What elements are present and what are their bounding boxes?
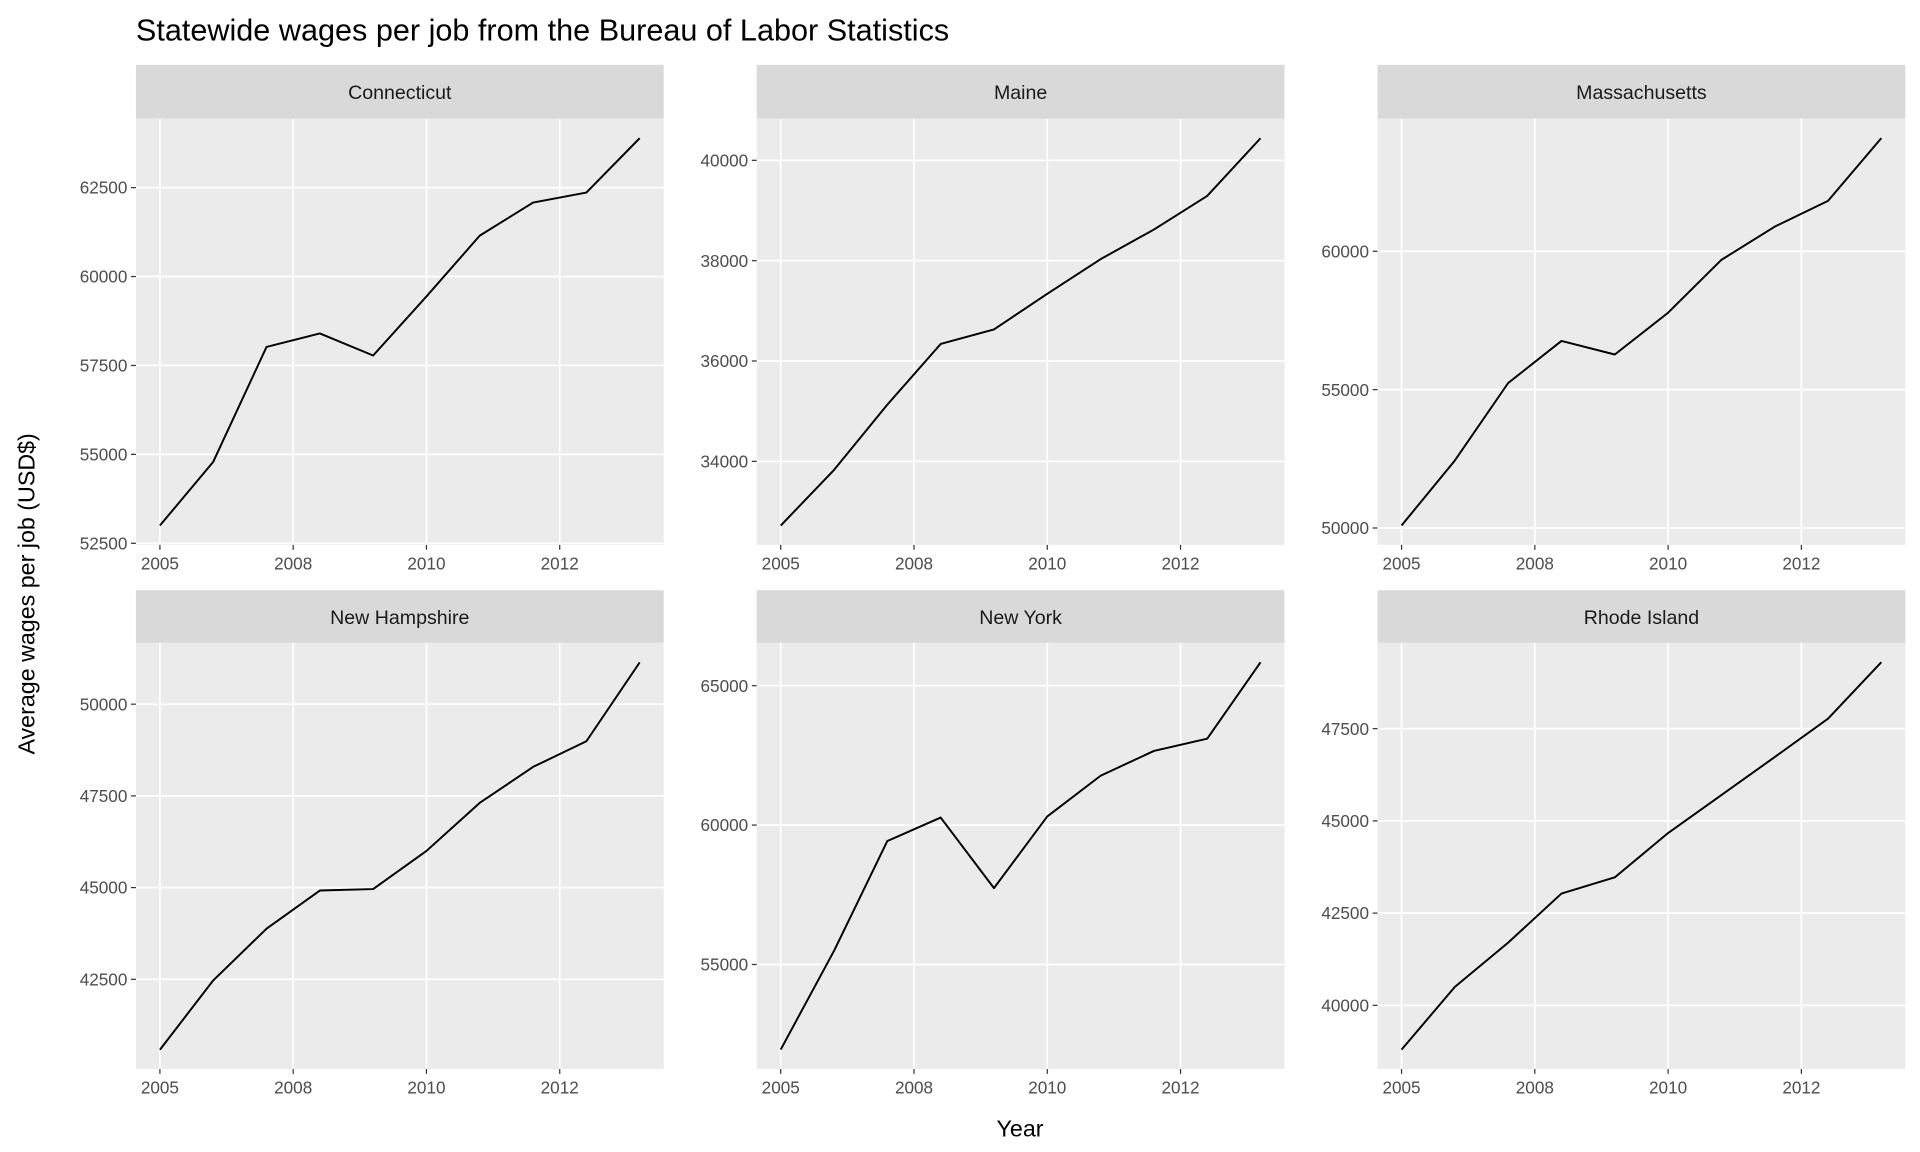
x-tick-label: 2008 [895,553,933,573]
y-tick-label: 47500 [80,786,128,806]
strip [135,64,664,119]
y-tick-label: 60000 [1321,241,1369,261]
x-axis-title: Year [997,1115,1044,1141]
y-tick-label: 62500 [80,178,128,198]
x-tick-label: 2005 [762,1077,800,1097]
x-tick-label: 2010 [1028,1077,1066,1097]
x-tick-label: 2005 [762,553,800,573]
x-tick-label: 2012 [541,1077,579,1097]
strip-title: Connecticut [348,82,452,104]
x-tick-label: 2008 [895,1077,933,1097]
panel-background [135,642,664,1069]
x-tick-label: 2010 [1649,553,1687,573]
strip-title: Massachusetts [1576,82,1707,104]
panel: Connecticut 52500 55000 57500 60000 62500 2005… [80,64,664,573]
line [780,137,1262,527]
y-tick-label: 57500 [80,356,128,376]
y-tick-label: 60000 [701,815,749,835]
x-tick-label: 2008 [1516,1077,1554,1097]
y-tick-label: 55000 [701,955,749,975]
chart-title: Statewide wages per job from the Bureau … [136,13,949,47]
line [779,661,1262,1050]
y-tick-label: 50000 [80,694,128,714]
y-tick-label: 50000 [1321,518,1369,538]
y-tick-label: 60000 [80,267,128,287]
panel: Maine 34000 36000 38000 40000 2005 2008 2010 201… [701,64,1285,573]
y-tick-label: 45000 [80,878,128,898]
y-tick-label: 38000 [701,251,749,271]
line [159,137,641,527]
panel-background [135,118,664,545]
strip [1377,590,1906,643]
y-tick-label: 36000 [701,351,749,371]
strip-title: Rhode Island [1584,607,1699,629]
x-tick-label: 2010 [407,553,445,573]
panel: Massachusetts 50000 55000 60000 2005 2008 2010… [1321,64,1906,573]
y-tick-label: 52500 [80,533,128,553]
panel: New York 55000 60000 65000 2005 2008 2010 2012 [701,590,1285,1097]
y-tick-label: 40000 [701,150,749,170]
panel: Rhode Island 40000 42500 45000 47500 2005 2008… [1321,590,1906,1097]
y-tick-label: 55000 [80,444,128,464]
strip [135,590,664,643]
panel: New Hampshire 42500 45000 47500 50000 2005 200… [80,590,664,1097]
y-axis-title: Average wages per job (USD$) [13,433,39,754]
strip-title: New York [979,607,1062,629]
x-tick-label: 2012 [541,553,579,573]
x-tick-label: 2005 [141,1077,179,1097]
x-tick-label: 2010 [407,1077,445,1097]
strip [1377,64,1906,119]
panel-background [756,118,1285,545]
y-tick-label: 47500 [1321,719,1369,739]
y-tick-label: 42500 [80,969,128,989]
strip-title: New Hampshire [330,607,469,629]
line [1400,137,1883,527]
x-tick-label: 2005 [1382,553,1420,573]
x-tick-label: 2012 [1782,1077,1820,1097]
x-tick-label: 2008 [274,1077,312,1097]
x-tick-label: 2012 [1161,553,1199,573]
y-tick-label: 55000 [1321,380,1369,400]
y-tick-label: 42500 [1321,903,1369,923]
x-tick-label: 2010 [1028,553,1066,573]
x-tick-label: 2010 [1649,1077,1687,1097]
strip [756,590,1285,643]
x-tick-label: 2012 [1782,553,1820,573]
y-tick-label: 34000 [701,451,749,471]
y-tick-label: 65000 [701,676,749,696]
strip-title: Maine [994,82,1047,104]
panel-background [756,642,1285,1069]
x-tick-label: 2008 [274,553,312,573]
panel-background [1377,118,1906,545]
line [1400,661,1883,1051]
y-tick-label: 45000 [1321,811,1369,831]
x-tick-label: 2012 [1161,1077,1199,1097]
x-tick-label: 2005 [141,553,179,573]
line [159,661,641,1051]
strip [756,64,1285,119]
x-tick-label: 2008 [1516,553,1554,573]
y-tick-label: 40000 [1321,995,1369,1015]
x-tick-label: 2005 [1382,1077,1420,1097]
